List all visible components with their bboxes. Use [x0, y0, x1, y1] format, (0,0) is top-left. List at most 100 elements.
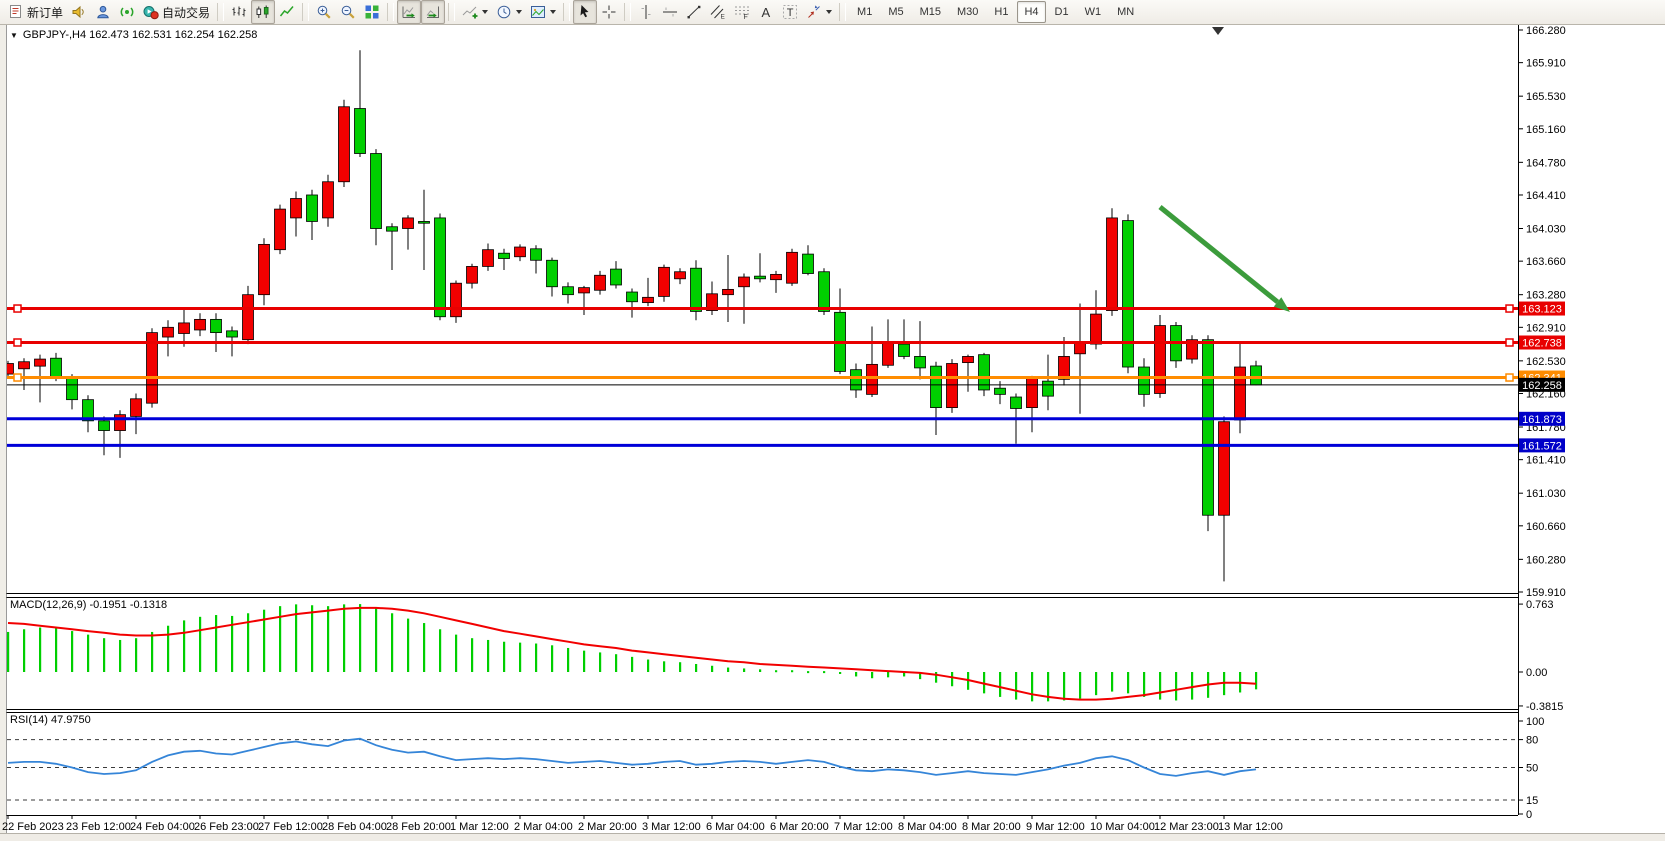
zoom-out-button[interactable]	[336, 0, 360, 24]
crosshair-button[interactable]	[597, 0, 621, 24]
candle-body	[306, 194, 318, 222]
chart-shift-marker[interactable]	[1212, 27, 1224, 35]
timeframe-h1[interactable]: H1	[994, 6, 1009, 18]
text-button[interactable]: A	[754, 0, 778, 24]
timeframe-m15[interactable]: M15	[919, 6, 941, 18]
line-anchor-marker[interactable]	[13, 304, 22, 313]
candle-body	[98, 420, 110, 431]
candle-body	[1234, 366, 1246, 421]
line-anchor-marker[interactable]	[1505, 304, 1514, 313]
auto-trading-button[interactable]: 自动交易	[139, 0, 214, 24]
price-level-badge-label: 162.738	[1522, 337, 1562, 349]
vertical-line-button[interactable]	[634, 0, 658, 24]
templates-button[interactable]	[526, 0, 560, 24]
dropdown-arrow-icon[interactable]	[516, 10, 523, 14]
toolbar-separator	[448, 3, 456, 21]
timeframe-mn[interactable]: MN	[1117, 6, 1135, 18]
candle-body	[802, 253, 814, 274]
toolbar-separator	[563, 3, 571, 21]
candle-body	[210, 318, 222, 334]
fibonacci-button[interactable]: F	[730, 0, 754, 24]
macd-histogram-bar	[231, 615, 234, 672]
macd-histogram-bar	[7, 631, 10, 672]
chart-background	[7, 25, 1665, 833]
status-bar	[0, 833, 1665, 841]
macd-histogram-bar	[999, 672, 1002, 697]
line-anchor-marker[interactable]	[13, 338, 22, 347]
fibonacci-icon: F	[735, 6, 750, 20]
macd-histogram-bar	[1079, 672, 1082, 699]
candle-body	[850, 369, 862, 391]
chart-shift-button[interactable]	[421, 0, 446, 24]
price-level-badge	[1519, 301, 1565, 316]
signals-button[interactable]	[115, 0, 139, 24]
time-axis-tick-label: 1 Mar 12:00	[450, 821, 509, 833]
equidistant-channel-icon: E	[710, 5, 726, 20]
auto-scroll-button[interactable]	[397, 0, 422, 24]
timeframe-m30[interactable]: M30	[957, 6, 979, 18]
macd-histogram-bar	[135, 638, 138, 672]
macd-histogram-bar	[615, 654, 618, 672]
dropdown-arrow-icon[interactable]	[826, 10, 833, 14]
price-axis-tick-label: 162.910	[1526, 322, 1566, 334]
line-chart-button[interactable]	[275, 0, 299, 24]
time-axis-tick-label: 2 Mar 04:00	[514, 821, 573, 833]
community-button[interactable]	[91, 0, 115, 24]
trend-arrow-head[interactable]	[1273, 297, 1290, 312]
line-anchor-marker[interactable]	[1505, 338, 1514, 347]
bar-chart-button[interactable]	[227, 0, 251, 24]
timeframe-m5[interactable]: M5	[888, 6, 904, 18]
macd-histogram-bar	[295, 604, 298, 672]
candle-body	[466, 266, 478, 284]
cursor-button[interactable]	[573, 0, 598, 24]
time-axis-tick-label: 2 Mar 20:00	[578, 821, 637, 833]
horizontal-line-button[interactable]	[658, 0, 682, 24]
text-label-button[interactable]: T	[778, 0, 802, 24]
timeframe-w1[interactable]: W1	[1084, 6, 1102, 18]
timeframe-d1[interactable]: D1	[1054, 6, 1069, 18]
dropdown-arrow-icon[interactable]	[550, 10, 557, 14]
periods-button[interactable]	[492, 0, 526, 24]
arrows-button[interactable]	[802, 0, 836, 24]
timeframe-m1[interactable]: M1	[857, 6, 873, 18]
macd-histogram-bar	[311, 605, 314, 672]
candle-body	[7, 363, 14, 375]
timeframe-h4[interactable]: H4	[1017, 1, 1046, 23]
macd-histogram-bar	[519, 642, 522, 672]
equidistant-channel-button[interactable]: E	[706, 0, 730, 24]
sound-alert-button[interactable]	[67, 0, 91, 24]
macd-axis-tick-label: 0.00	[1526, 667, 1547, 679]
indicators-icon	[462, 6, 478, 19]
tile-windows-button[interactable]	[360, 0, 384, 24]
chart-menu-icon[interactable]: ▼	[10, 31, 18, 40]
chart-shift-icon	[426, 6, 440, 18]
indicators-button[interactable]	[458, 0, 492, 24]
price-axis-tick-label: 165.910	[1526, 58, 1566, 70]
macd-histogram-bar	[535, 643, 538, 672]
line-anchor-marker[interactable]	[1505, 373, 1514, 382]
price-level-badge-label: 161.873	[1522, 414, 1562, 426]
candle-body	[866, 363, 878, 395]
macd-histogram-bar	[567, 647, 570, 672]
new-order-button-label: 新订单	[27, 5, 64, 20]
zoom-in-button[interactable]	[312, 0, 336, 24]
macd-histogram-bar	[199, 616, 202, 672]
macd-histogram-bar	[871, 672, 874, 679]
community-icon	[97, 5, 109, 19]
new-order-button[interactable]: 新订单	[4, 0, 67, 24]
line-anchor-marker[interactable]	[13, 373, 22, 382]
candle-body	[1026, 377, 1038, 409]
dropdown-arrow-icon[interactable]	[482, 10, 489, 14]
candle-body	[562, 286, 574, 296]
trend-arrow-shaft[interactable]	[1158, 205, 1280, 304]
svg-text:T: T	[787, 7, 794, 19]
plot-area[interactable]	[3, 50, 1519, 801]
macd-histogram-bar	[71, 631, 74, 672]
macd-histogram-bar	[167, 625, 170, 672]
trendline-button[interactable]	[682, 0, 706, 24]
candlestick-chart-button[interactable]	[251, 0, 276, 24]
time-axis-tick-label: 12 Mar 23:00	[1154, 821, 1219, 833]
candle-body	[114, 414, 126, 431]
candle-body	[578, 287, 590, 294]
